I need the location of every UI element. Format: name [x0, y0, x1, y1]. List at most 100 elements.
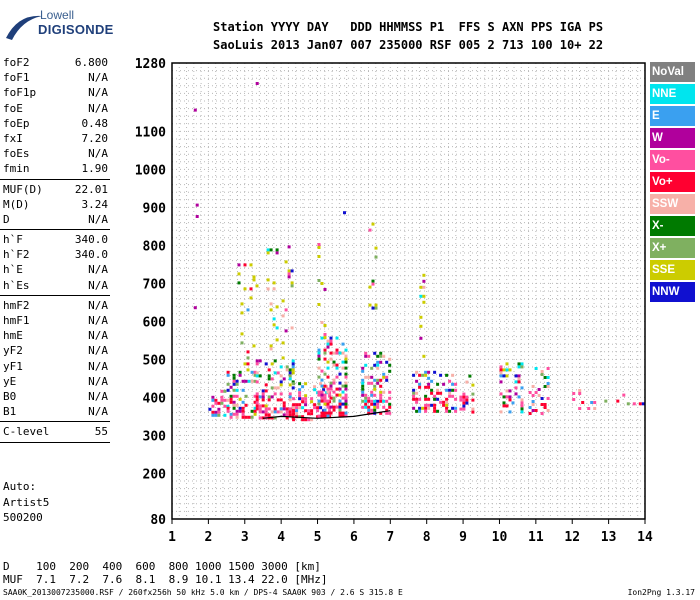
echo-point	[323, 393, 327, 397]
echo-point	[332, 378, 336, 382]
echo-point	[427, 370, 431, 374]
echo-point	[270, 362, 274, 366]
echo-point	[361, 384, 365, 388]
echo-point	[243, 263, 247, 267]
echo-point	[540, 370, 544, 373]
echo-point	[317, 246, 321, 249]
echo-point	[418, 382, 422, 386]
echo-point	[326, 387, 330, 391]
echo-point	[246, 350, 250, 354]
echo-point	[329, 351, 333, 355]
legend-item: NNE	[650, 84, 695, 104]
echo-point	[419, 285, 423, 289]
echo-point	[226, 398, 230, 402]
x-tick-label: 11	[528, 530, 544, 545]
echo-point	[267, 398, 271, 402]
echo-point	[361, 366, 365, 370]
echo-point	[317, 303, 321, 306]
echo-point	[465, 401, 469, 405]
echo-point	[226, 388, 230, 392]
x-tick-label: 5	[314, 530, 322, 545]
echo-point	[241, 415, 245, 419]
param-label: h`F	[3, 233, 23, 247]
echo-point	[295, 409, 299, 413]
echo-point	[341, 342, 345, 346]
echo-point	[249, 263, 253, 267]
echo-point	[269, 347, 273, 351]
param-label: foF1p	[3, 86, 37, 100]
echo-point	[298, 391, 302, 395]
echo-point	[578, 392, 582, 395]
echo-point	[388, 390, 392, 394]
echo-point	[323, 288, 327, 291]
echo-point	[511, 401, 515, 405]
param-label: M(D)	[3, 197, 30, 211]
echo-point	[235, 409, 239, 413]
echo-point	[578, 407, 582, 410]
echo-point	[276, 386, 280, 390]
echo-point	[338, 387, 342, 391]
echo-point	[284, 260, 288, 264]
echo-point	[247, 379, 251, 383]
echo-point	[317, 351, 321, 355]
param-value: N/A	[88, 212, 108, 226]
echo-point	[241, 379, 245, 383]
echo-point	[223, 389, 227, 393]
echo-point	[307, 418, 311, 422]
legend-item: W	[650, 128, 695, 148]
echo-point	[241, 412, 245, 416]
echo-point	[279, 407, 283, 411]
echo-point	[317, 390, 321, 394]
echo-point	[445, 373, 449, 377]
param-value: N/A	[88, 71, 108, 85]
echo-point	[430, 403, 434, 407]
param-value: N/A	[88, 86, 108, 100]
echo-point	[459, 398, 463, 402]
echo-point	[344, 402, 348, 406]
echo-point	[279, 410, 283, 414]
echo-point	[329, 396, 333, 400]
echo-point	[572, 392, 576, 395]
echo-point	[344, 405, 348, 409]
echo-point	[255, 404, 259, 408]
echo-point	[250, 415, 254, 419]
param-row: hmF2 N/A	[0, 298, 112, 313]
echo-point	[572, 398, 576, 401]
echo-point	[436, 391, 440, 395]
param-value: N/A	[88, 101, 108, 115]
echo-point	[329, 411, 333, 415]
echo-point	[279, 374, 283, 378]
echo-point	[285, 416, 289, 420]
echo-point	[364, 396, 368, 400]
echo-point	[505, 368, 509, 372]
echo-point	[288, 377, 292, 381]
echo-point	[301, 418, 305, 422]
echo-point	[288, 383, 292, 387]
echo-point	[258, 410, 262, 414]
x-tick-label: 9	[459, 530, 467, 545]
echo-point	[543, 376, 547, 379]
echo-point	[341, 360, 345, 364]
echo-point	[451, 388, 455, 392]
echo-point	[255, 82, 259, 85]
echo-point	[445, 403, 449, 407]
echo-point	[344, 393, 348, 397]
echo-point	[514, 392, 518, 396]
echo-point	[320, 321, 324, 324]
echo-point	[332, 363, 336, 367]
echo-point	[520, 404, 524, 408]
echo-point	[244, 394, 248, 398]
echo-point	[344, 348, 348, 352]
param-label: MUF(D)	[3, 182, 43, 196]
x-tick-label: 1	[168, 530, 176, 545]
echo-point	[361, 405, 365, 409]
echo-point	[255, 392, 259, 396]
echo-point	[310, 412, 314, 416]
auto-line-3: 500200	[3, 511, 43, 524]
y-tick-label: 80	[150, 513, 166, 528]
echo-point	[291, 386, 295, 390]
y-tick-label: 1280	[135, 57, 166, 72]
echo-point	[266, 278, 270, 282]
echo-point	[543, 406, 547, 409]
echo-point	[255, 284, 259, 288]
